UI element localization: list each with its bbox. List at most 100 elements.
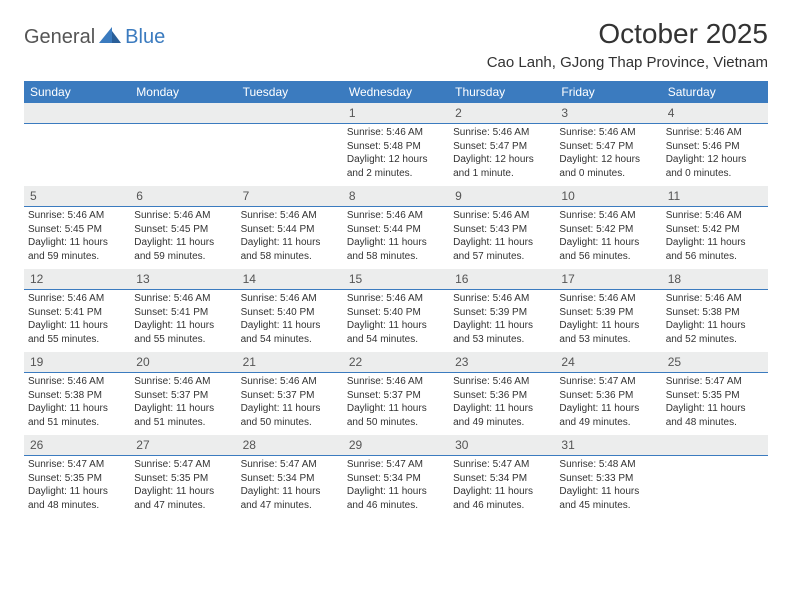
sunset-line: Sunset: 5:35 PM [666,389,764,403]
daylight-line: Daylight: 11 hours and 51 minutes. [28,402,126,429]
day-detail-cell: Sunrise: 5:46 AMSunset: 5:46 PMDaylight:… [662,124,768,187]
day-header: Tuesday [237,81,343,103]
location-subtitle: Cao Lanh, GJong Thap Province, Vietnam [487,54,768,71]
day-detail: Sunrise: 5:46 AMSunset: 5:42 PMDaylight:… [559,207,657,263]
day-detail-cell: Sunrise: 5:47 AMSunset: 5:34 PMDaylight:… [343,456,449,519]
day-number: 2 [455,106,462,120]
sunrise-line: Sunrise: 5:46 AM [666,209,764,223]
daylight-line: Daylight: 11 hours and 56 minutes. [559,236,657,263]
day-number-cell [24,103,130,124]
day-detail-cell: Sunrise: 5:46 AMSunset: 5:47 PMDaylight:… [555,124,661,187]
daylight-line: Daylight: 11 hours and 58 minutes. [241,236,339,263]
day-number-cell: 11 [662,186,768,207]
sunset-line: Sunset: 5:42 PM [559,223,657,237]
day-number-cell [237,103,343,124]
sunrise-line: Sunrise: 5:46 AM [134,209,232,223]
sunrise-line: Sunrise: 5:46 AM [559,292,657,306]
day-detail: Sunrise: 5:46 AMSunset: 5:45 PMDaylight:… [28,207,126,263]
daylight-line: Daylight: 11 hours and 54 minutes. [241,319,339,346]
day-header: Wednesday [343,81,449,103]
day-number: 9 [455,189,462,203]
sunset-line: Sunset: 5:39 PM [559,306,657,320]
daylight-line: Daylight: 11 hours and 53 minutes. [453,319,551,346]
sunrise-line: Sunrise: 5:47 AM [347,458,445,472]
sunrise-line: Sunrise: 5:46 AM [666,292,764,306]
daylight-line: Daylight: 11 hours and 46 minutes. [347,485,445,512]
day-number-cell: 5 [24,186,130,207]
day-detail-cell: Sunrise: 5:46 AMSunset: 5:37 PMDaylight:… [343,373,449,436]
day-number-cell: 6 [130,186,236,207]
sunrise-line: Sunrise: 5:46 AM [28,292,126,306]
sunrise-line: Sunrise: 5:47 AM [28,458,126,472]
day-detail: Sunrise: 5:46 AMSunset: 5:45 PMDaylight:… [134,207,232,263]
day-number: 27 [136,438,149,452]
day-detail-cell: Sunrise: 5:46 AMSunset: 5:44 PMDaylight:… [237,207,343,270]
day-number: 3 [561,106,568,120]
day-number-cell: 4 [662,103,768,124]
day-number: 30 [455,438,468,452]
day-detail-cell [24,124,130,187]
day-number-cell: 15 [343,269,449,290]
day-detail-cell: Sunrise: 5:46 AMSunset: 5:40 PMDaylight:… [343,290,449,353]
daylight-line: Daylight: 11 hours and 46 minutes. [453,485,551,512]
day-detail-cell: Sunrise: 5:47 AMSunset: 5:34 PMDaylight:… [237,456,343,519]
day-number: 28 [243,438,256,452]
sunrise-line: Sunrise: 5:48 AM [559,458,657,472]
sunset-line: Sunset: 5:42 PM [666,223,764,237]
brand-triangle-icon [99,27,121,48]
day-number: 23 [455,355,468,369]
day-number: 7 [243,189,250,203]
day-detail-cell: Sunrise: 5:47 AMSunset: 5:36 PMDaylight:… [555,373,661,436]
day-number-cell: 30 [449,435,555,456]
sunrise-line: Sunrise: 5:46 AM [134,292,232,306]
sunrise-line: Sunrise: 5:46 AM [28,209,126,223]
day-detail-cell: Sunrise: 5:46 AMSunset: 5:42 PMDaylight:… [555,207,661,270]
day-number: 10 [561,189,574,203]
day-detail-cell: Sunrise: 5:46 AMSunset: 5:37 PMDaylight:… [237,373,343,436]
day-detail: Sunrise: 5:46 AMSunset: 5:41 PMDaylight:… [28,290,126,346]
day-detail: Sunrise: 5:46 AMSunset: 5:39 PMDaylight:… [559,290,657,346]
daylight-line: Daylight: 11 hours and 45 minutes. [559,485,657,512]
day-detail: Sunrise: 5:46 AMSunset: 5:39 PMDaylight:… [453,290,551,346]
daylight-line: Daylight: 12 hours and 0 minutes. [559,153,657,180]
day-header: Monday [130,81,236,103]
day-header: Friday [555,81,661,103]
sunset-line: Sunset: 5:40 PM [347,306,445,320]
sunrise-line: Sunrise: 5:46 AM [453,375,551,389]
day-detail-cell: Sunrise: 5:47 AMSunset: 5:34 PMDaylight:… [449,456,555,519]
daylight-line: Daylight: 11 hours and 55 minutes. [134,319,232,346]
daylight-line: Daylight: 11 hours and 47 minutes. [241,485,339,512]
day-detail-cell [662,456,768,519]
sunset-line: Sunset: 5:37 PM [347,389,445,403]
day-number-cell [130,103,236,124]
day-detail: Sunrise: 5:47 AMSunset: 5:34 PMDaylight:… [347,456,445,512]
day-detail: Sunrise: 5:46 AMSunset: 5:44 PMDaylight:… [347,207,445,263]
day-number: 22 [349,355,362,369]
sunrise-line: Sunrise: 5:46 AM [347,375,445,389]
day-detail-cell: Sunrise: 5:46 AMSunset: 5:47 PMDaylight:… [449,124,555,187]
daylight-line: Daylight: 11 hours and 57 minutes. [453,236,551,263]
sunset-line: Sunset: 5:35 PM [134,472,232,486]
day-detail-cell: Sunrise: 5:46 AMSunset: 5:39 PMDaylight:… [449,290,555,353]
daylight-line: Daylight: 11 hours and 59 minutes. [28,236,126,263]
sunset-line: Sunset: 5:45 PM [134,223,232,237]
daylight-line: Daylight: 11 hours and 53 minutes. [559,319,657,346]
sunset-line: Sunset: 5:34 PM [453,472,551,486]
day-number-cell: 22 [343,352,449,373]
day-detail: Sunrise: 5:47 AMSunset: 5:35 PMDaylight:… [28,456,126,512]
day-detail-cell [130,124,236,187]
day-number: 5 [30,189,37,203]
day-detail: Sunrise: 5:47 AMSunset: 5:34 PMDaylight:… [241,456,339,512]
day-detail: Sunrise: 5:46 AMSunset: 5:47 PMDaylight:… [453,124,551,180]
sunrise-line: Sunrise: 5:46 AM [134,375,232,389]
day-number-cell: 3 [555,103,661,124]
daylight-line: Daylight: 11 hours and 47 minutes. [134,485,232,512]
sunrise-line: Sunrise: 5:46 AM [559,209,657,223]
day-detail: Sunrise: 5:47 AMSunset: 5:36 PMDaylight:… [559,373,657,429]
daynum-row: 1234 [24,103,768,124]
sunset-line: Sunset: 5:34 PM [241,472,339,486]
sunset-line: Sunset: 5:45 PM [28,223,126,237]
day-detail: Sunrise: 5:46 AMSunset: 5:47 PMDaylight:… [559,124,657,180]
daylight-line: Daylight: 11 hours and 59 minutes. [134,236,232,263]
week-detail-row: Sunrise: 5:46 AMSunset: 5:41 PMDaylight:… [24,290,768,353]
